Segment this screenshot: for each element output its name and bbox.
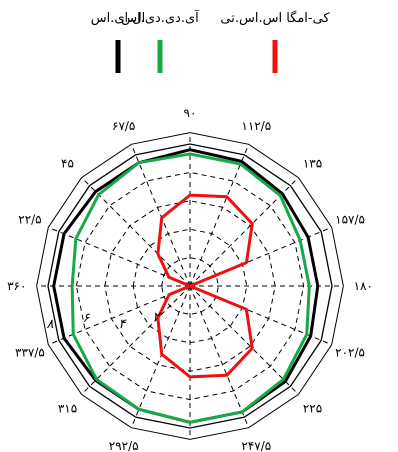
angle-label-7: ۱۵۷/۵ [335,213,365,227]
grid-spoke-13 [130,285,191,428]
angle-label-15: ۳۳۷/۵ [15,345,45,359]
grid-spoke-14 [81,285,191,395]
legend-label-2: کی-امگا اس.اس.تی [220,10,330,26]
angle-label-2: ۴۵ [61,157,74,171]
series-line-1 [70,152,311,424]
series-line-2 [156,193,254,379]
angle-label-14: ۳۱۵ [58,401,77,415]
grid-spoke-5 [189,144,250,287]
legend-label-1: آی.دی.دی.اس [121,9,200,26]
grid-ring-10 [47,143,333,429]
radial-label-1: ۶ [83,311,91,326]
series-group [52,148,320,424]
angle-label-11: ۲۴۷/۵ [241,439,271,452]
axis-labels: ۳۶۰ ۲۲/۵ ۴۵ ۶۷/۵ ۹۰ ۱۱۲/۵ ۱۳۵ ۱۵۷/۵ ۱۸۰ ۲۰۲/۵ ۲۲۵ ۲… [7,106,373,452]
angle-label-8: ۱۸۰ [354,279,373,293]
grid-spoke-11 [189,285,250,428]
angle-label-1: ۲۲/۵ [18,213,41,227]
angle-label-10: ۲۲۵ [303,401,322,415]
grid-spoke-1 [48,226,191,287]
legend-label-0: ال.ای.اس [91,11,146,26]
grid-ring-8 [75,171,305,401]
angle-label-13: ۲۹۲/۵ [109,439,139,452]
angle-label-9: ۲۰۲/۵ [335,345,365,359]
radial-label-2: ۴ [119,317,127,332]
grid-spoke-10 [189,285,299,395]
angle-label-4: ۹۰ [184,106,197,120]
angle-label-6: ۱۳۵ [303,157,322,171]
angle-label-3: ۶۷/۵ [112,119,135,133]
grid-spoke-3 [130,144,191,287]
angle-label-0: ۳۶۰ [7,279,26,293]
radial-label-0: ۸ [47,317,54,332]
grid-ring-2 [161,257,219,315]
radial-label-3: ۲ [153,310,162,325]
angle-label-5: ۱۱۲/۵ [241,119,271,133]
